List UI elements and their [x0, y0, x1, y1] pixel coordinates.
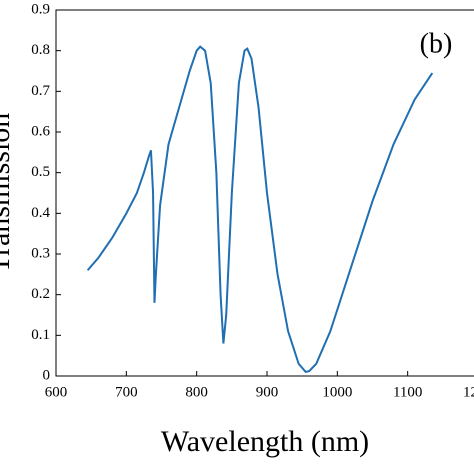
x-tick-label: 900: [256, 384, 279, 400]
x-tick-label: 1200: [463, 384, 474, 400]
annotation: (b): [420, 28, 453, 59]
y-tick-label: 0.1: [31, 327, 50, 343]
x-tick-label: 600: [45, 384, 68, 400]
y-tick-label: 0.4: [31, 205, 50, 221]
x-tick-label: 700: [115, 384, 138, 400]
x-tick-label: 1100: [393, 384, 422, 400]
y-tick-label: 0.2: [31, 286, 50, 302]
y-axis-label: Transmission: [0, 113, 16, 274]
x-axis-label: Wavelength (nm): [161, 425, 369, 458]
x-tick-label: 1000: [322, 384, 352, 400]
y-tick-label: 0.6: [31, 123, 50, 139]
y-tick-label: 0.8: [31, 42, 50, 58]
y-tick-label: 0.7: [31, 83, 50, 99]
y-tick-label: 0: [43, 367, 51, 383]
y-tick-label: 0.3: [31, 245, 50, 261]
data-line: [86, 45, 434, 374]
plot-frame: [55, 9, 474, 377]
y-tick-label: 0.5: [31, 164, 50, 180]
x-tick-label: 800: [185, 384, 208, 400]
y-tick-label: 0.9: [31, 1, 50, 17]
